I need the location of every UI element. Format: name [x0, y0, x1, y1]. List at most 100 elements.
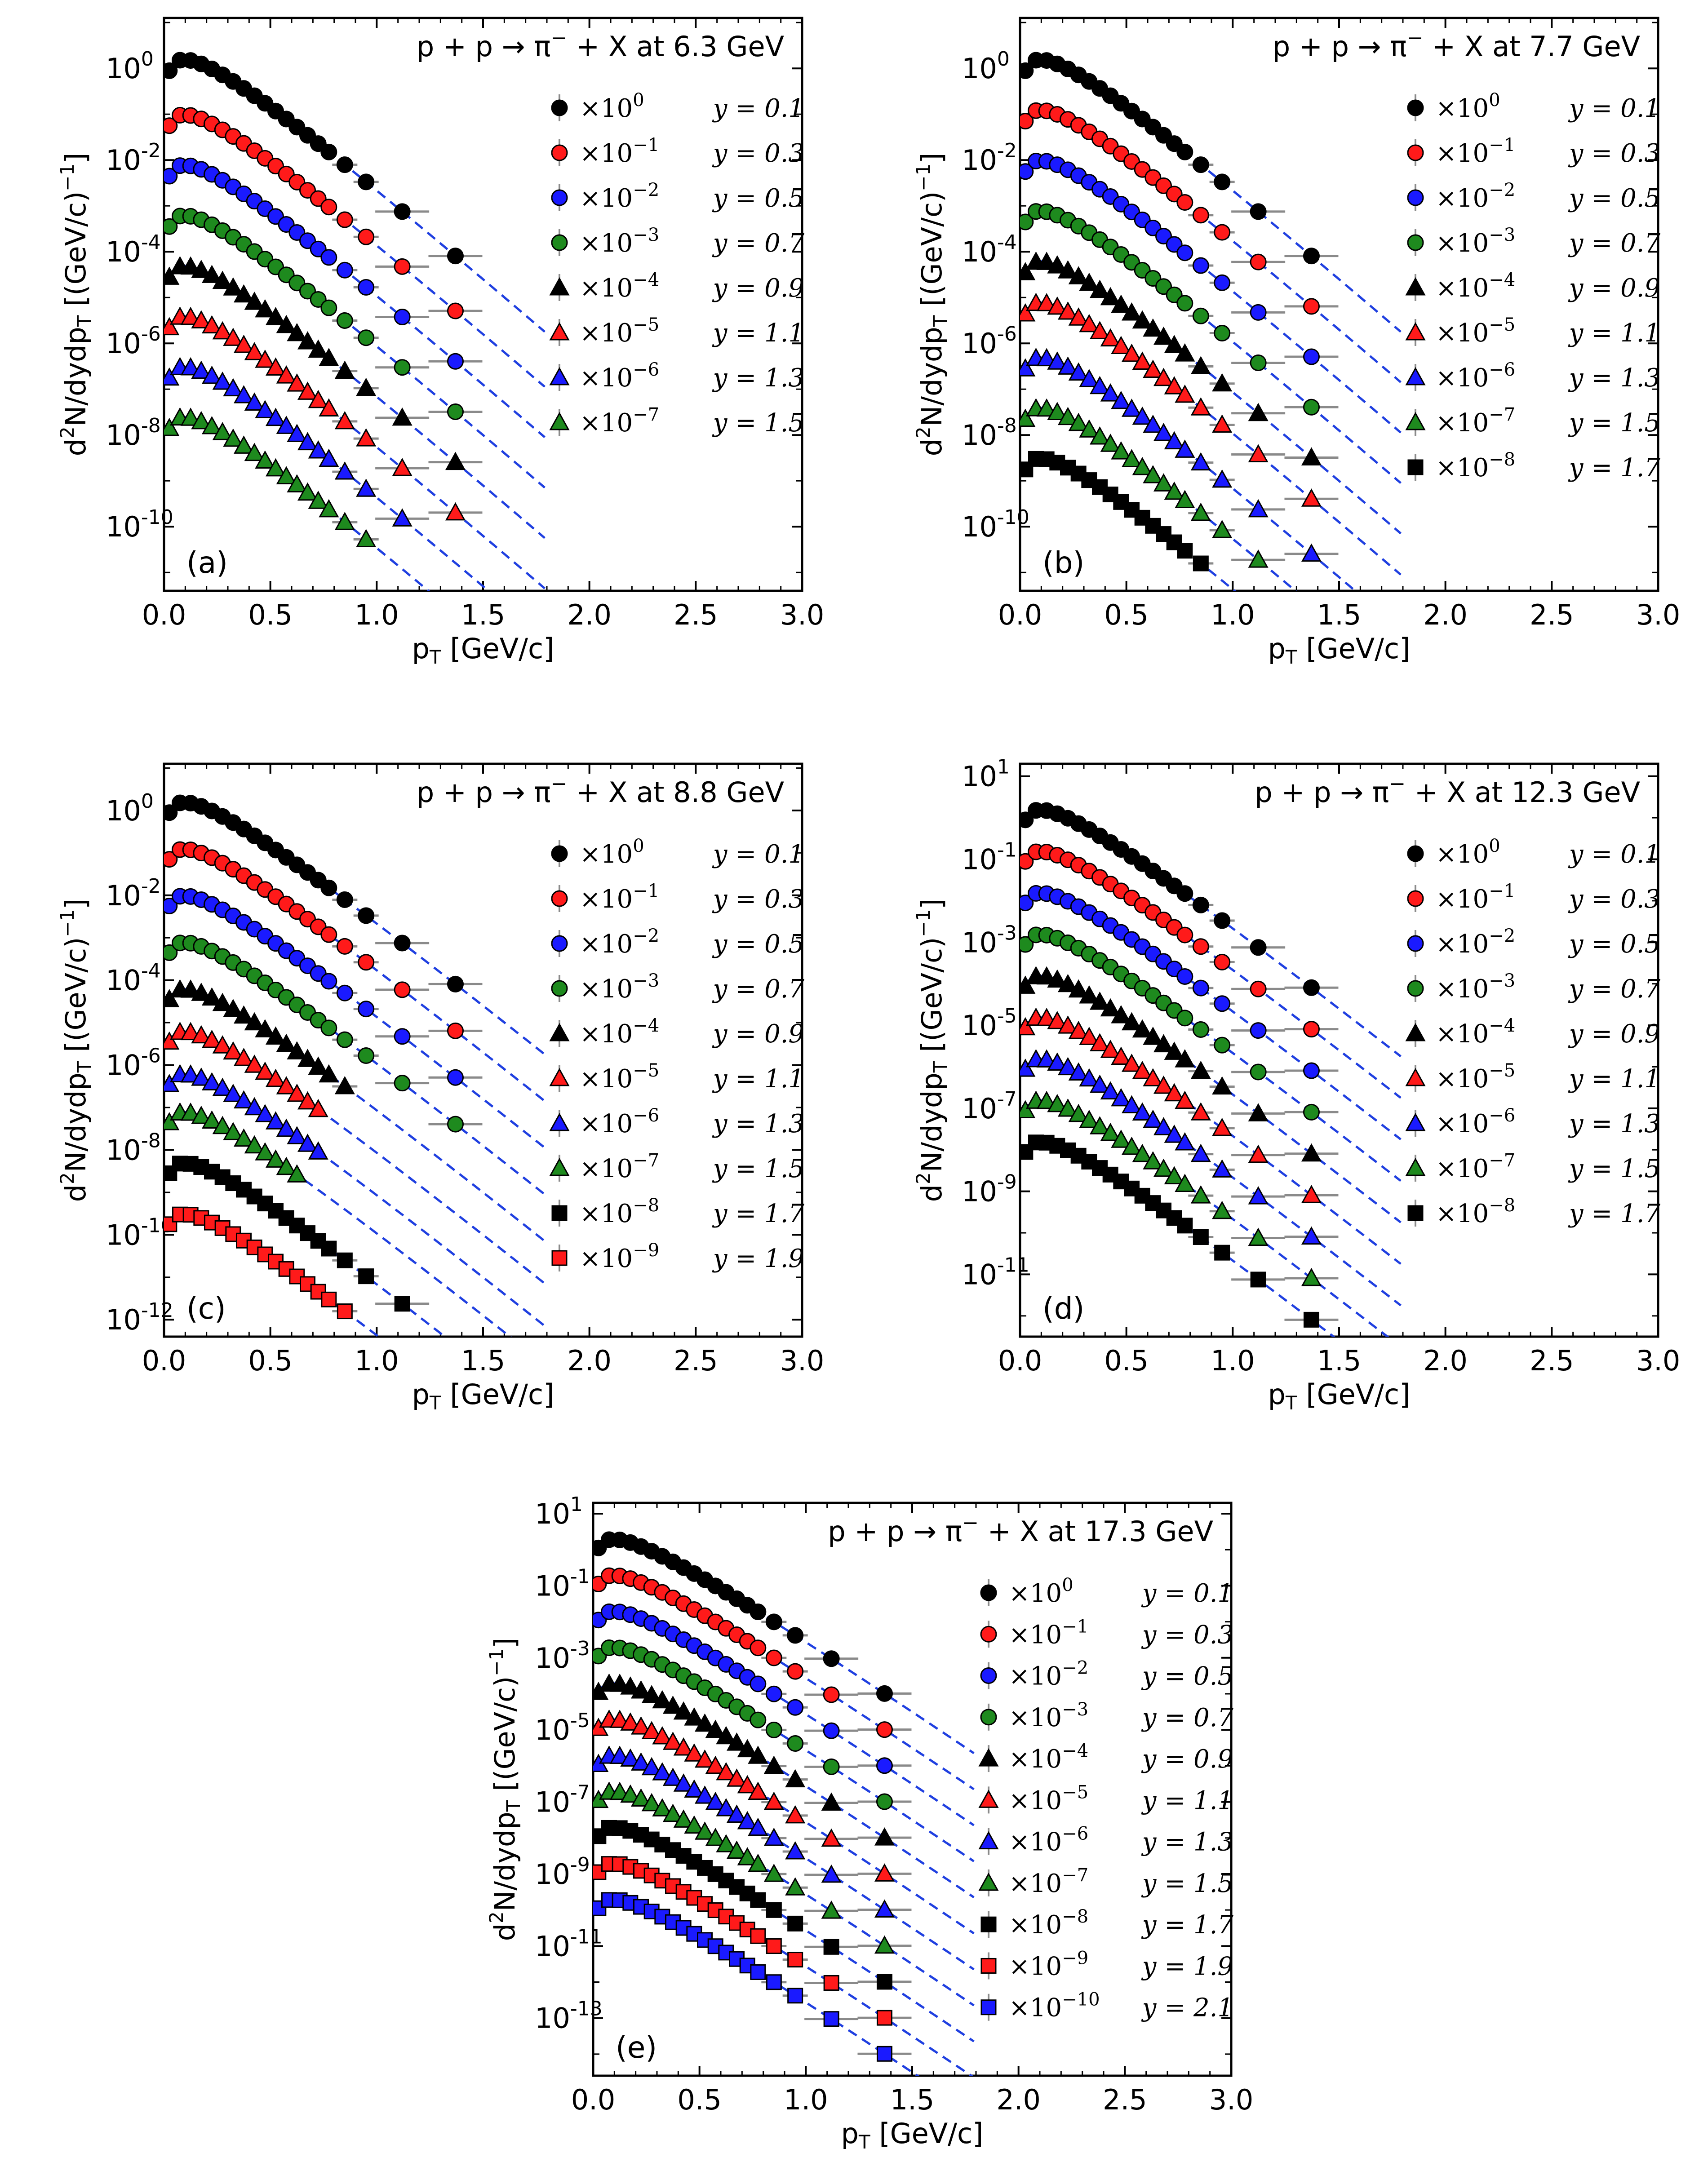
data-point — [319, 448, 339, 467]
data-point — [1301, 1185, 1322, 1203]
legend-marker — [978, 1831, 999, 1850]
data-point — [1068, 1062, 1089, 1081]
legend-label: ×10−7 — [1436, 404, 1515, 438]
fit-curve — [1023, 301, 1402, 576]
legend-marker — [549, 367, 570, 385]
data-point — [1250, 1022, 1267, 1039]
legend-label: ×10−6 — [1436, 1105, 1515, 1139]
data-point — [276, 466, 297, 485]
data-point — [1175, 1132, 1195, 1151]
data-point — [1303, 248, 1320, 265]
legend-marker — [551, 144, 568, 161]
data-point — [1175, 1174, 1195, 1192]
legend-rapidity: y = 0.3 — [1141, 1620, 1233, 1649]
data-point — [180, 1102, 201, 1121]
data-point — [212, 422, 233, 440]
x-tick-label: 1.5 — [1317, 598, 1362, 631]
legend-rapidity: y = 2.1 — [1141, 1994, 1233, 2023]
data-point — [1057, 260, 1078, 279]
data-point — [276, 1156, 297, 1175]
data-point — [1057, 1098, 1078, 1117]
data-point — [765, 1649, 782, 1666]
series-y=0.7 — [1020, 203, 1402, 484]
legend-marker — [1407, 234, 1424, 251]
x-tick-label: 1.0 — [784, 2083, 828, 2116]
legend-marker — [978, 1748, 999, 1767]
data-point — [1164, 335, 1184, 353]
legend-label: ×10−3 — [580, 970, 659, 1004]
legend-marker — [549, 322, 570, 341]
series-y=1.1 — [164, 1021, 546, 1285]
data-point — [593, 1828, 607, 1844]
data-point — [276, 1076, 297, 1094]
data-point — [1068, 266, 1089, 284]
data-point — [785, 1877, 806, 1896]
legend-marker — [1405, 1157, 1426, 1176]
data-point — [212, 321, 233, 340]
legend-marker — [1405, 412, 1426, 430]
data-point — [394, 1028, 411, 1045]
data-point — [697, 1932, 713, 1948]
data-point — [356, 529, 377, 547]
y-tick-label: 10-5 — [962, 1005, 1017, 1042]
data-point — [673, 1773, 694, 1792]
data-point — [823, 2011, 839, 2027]
data-point — [673, 1701, 694, 1720]
data-point — [1248, 1144, 1269, 1163]
data-point — [876, 2010, 892, 2026]
x-tick-label: 0.0 — [571, 2083, 616, 2116]
data-point — [750, 1892, 766, 1908]
legend-marker — [551, 890, 568, 907]
data-point — [1190, 1143, 1211, 1162]
data-point — [1303, 1103, 1320, 1121]
data-point — [766, 1902, 782, 1918]
data-point — [620, 1676, 641, 1695]
data-point — [336, 211, 353, 228]
data-point — [1303, 979, 1320, 996]
data-point — [1020, 358, 1036, 377]
data-point — [1176, 1010, 1193, 1027]
legend-rapidity: y = 0.5 — [1568, 184, 1660, 213]
data-point — [320, 199, 337, 216]
data-point — [164, 897, 178, 914]
data-point — [1020, 895, 1034, 912]
legend: ×100 y = 0.1 ×10−1 y = 0.3 ×10−2 y = 0.5 ×10−3… — [1405, 836, 1660, 1228]
data-point — [787, 1735, 804, 1752]
legend-marker — [1407, 980, 1424, 997]
data-point — [1132, 1061, 1153, 1079]
legend-marker — [1405, 1023, 1426, 1041]
data-point — [823, 1650, 840, 1667]
series-y=0.3 — [593, 1567, 975, 1790]
data-point — [1303, 1062, 1320, 1079]
x-tick-label: 2.0 — [1423, 598, 1468, 631]
legend-rapidity: y = 0.1 — [712, 94, 804, 123]
data-point — [620, 1712, 641, 1731]
data-point — [1248, 1103, 1269, 1121]
data-point — [1250, 354, 1267, 372]
fit-curve — [1023, 892, 1402, 1140]
data-point — [244, 392, 265, 411]
data-point — [337, 1303, 353, 1320]
series-y=0.1 — [164, 794, 546, 1055]
data-point — [201, 365, 222, 384]
data-point — [191, 1025, 212, 1044]
y-tick-label: 10-3 — [535, 1637, 590, 1675]
x-tick-label: 0.5 — [248, 1344, 293, 1377]
data-point — [1153, 368, 1174, 386]
data-point — [334, 512, 355, 530]
legend-rapidity: y = 0.7 — [1568, 229, 1661, 258]
data-point — [1214, 274, 1231, 291]
x-tick-label: 2.5 — [1530, 1344, 1574, 1377]
data-point — [1212, 373, 1233, 392]
data-point — [765, 1685, 782, 1702]
data-point — [164, 367, 180, 386]
data-point — [447, 975, 464, 992]
data-point — [1143, 465, 1163, 483]
data-point — [694, 1785, 715, 1804]
data-point — [320, 926, 337, 943]
y-tick-label: 10-1 — [962, 839, 1017, 876]
legend-label: ×10−10 — [1009, 1989, 1100, 2023]
data-point — [609, 1710, 630, 1728]
data-point — [1020, 213, 1034, 230]
data-point — [212, 1035, 233, 1054]
